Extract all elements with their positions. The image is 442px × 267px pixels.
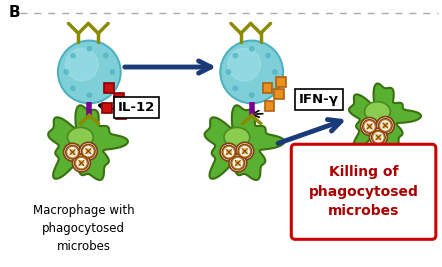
Circle shape [60,42,119,102]
Circle shape [81,144,95,158]
Polygon shape [349,84,421,151]
Circle shape [233,53,237,58]
FancyBboxPatch shape [265,101,274,111]
Circle shape [226,70,231,74]
Circle shape [72,154,90,172]
FancyBboxPatch shape [274,89,284,99]
Circle shape [266,53,270,58]
Polygon shape [205,105,284,180]
Circle shape [250,93,254,97]
Circle shape [377,116,394,134]
Circle shape [77,159,86,167]
Circle shape [231,156,245,170]
Circle shape [383,123,388,128]
Ellipse shape [365,102,390,121]
FancyBboxPatch shape [114,93,124,103]
Ellipse shape [68,127,93,147]
Circle shape [242,149,247,154]
Circle shape [238,144,251,158]
Circle shape [110,70,114,74]
Circle shape [266,86,270,91]
Circle shape [236,142,254,160]
Circle shape [240,147,249,156]
Circle shape [64,143,81,161]
Circle shape [362,120,377,133]
Circle shape [64,70,69,74]
FancyBboxPatch shape [263,83,272,93]
Circle shape [233,159,242,167]
Circle shape [220,143,238,161]
Circle shape [57,40,121,104]
Circle shape [228,48,261,81]
Circle shape [80,142,97,160]
Circle shape [235,160,240,166]
Text: IFN-γ: IFN-γ [299,93,339,106]
Circle shape [229,154,247,172]
Circle shape [370,128,387,146]
Circle shape [371,130,385,144]
Circle shape [222,145,236,159]
Circle shape [381,121,390,130]
Polygon shape [48,105,128,180]
Circle shape [220,40,283,104]
Circle shape [376,135,381,140]
Circle shape [70,150,75,155]
FancyBboxPatch shape [116,109,126,119]
FancyBboxPatch shape [276,77,286,87]
Circle shape [225,148,233,157]
Circle shape [103,53,108,58]
Circle shape [365,122,374,131]
Circle shape [86,149,91,154]
Circle shape [71,86,75,91]
Circle shape [103,86,108,91]
Circle shape [273,70,277,74]
FancyBboxPatch shape [102,103,112,113]
Circle shape [250,47,254,51]
Text: IL-12: IL-12 [118,101,156,114]
Circle shape [378,119,392,132]
Text: Macrophage with
phagocytosed
microbes: Macrophage with phagocytosed microbes [33,204,134,253]
Circle shape [79,160,84,166]
Circle shape [367,124,372,129]
Circle shape [226,150,232,155]
Circle shape [65,48,98,81]
Circle shape [374,133,383,142]
Circle shape [65,145,80,159]
Circle shape [71,53,75,58]
Circle shape [74,156,88,170]
Text: B: B [8,5,20,20]
Circle shape [84,147,93,156]
Circle shape [87,93,91,97]
Ellipse shape [224,127,250,147]
Circle shape [222,42,282,102]
Text: Killing of
phagocytosed
microbes: Killing of phagocytosed microbes [309,165,419,218]
FancyBboxPatch shape [291,144,436,239]
Circle shape [233,86,237,91]
Circle shape [68,148,77,157]
Circle shape [361,117,378,135]
Circle shape [87,47,91,51]
FancyBboxPatch shape [104,83,114,93]
